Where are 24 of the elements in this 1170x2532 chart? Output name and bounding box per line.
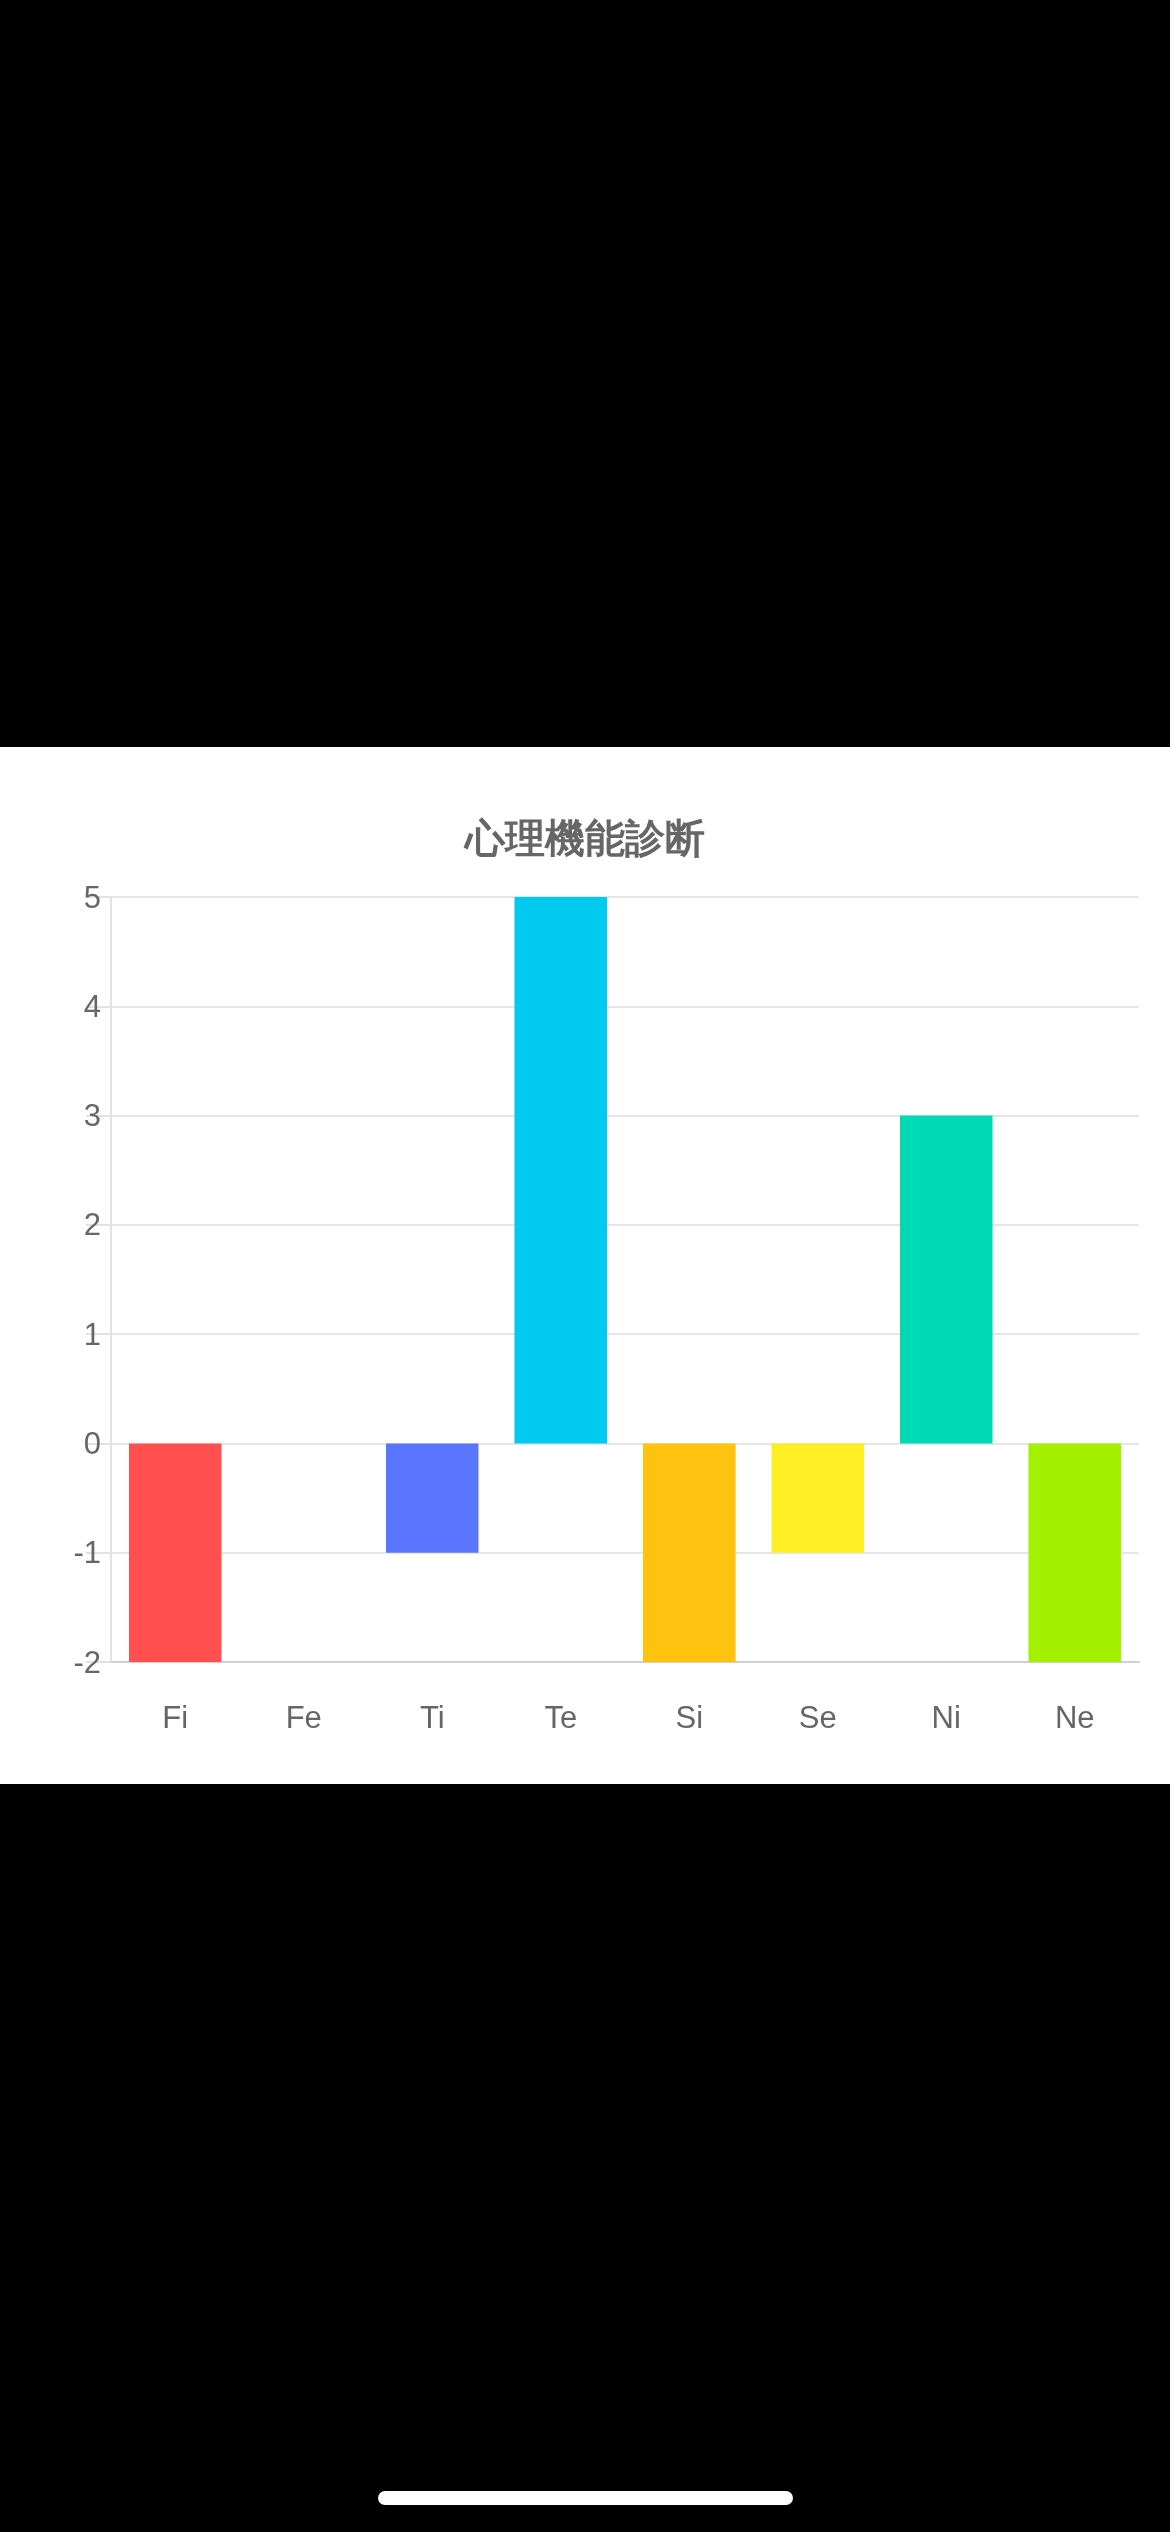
x-tick-label: Si [675,1700,704,1735]
x-tick-label: Ne [1054,1700,1095,1735]
bar [771,1443,865,1553]
bar [1028,1443,1122,1662]
y-tick-label: 2 [83,1207,101,1243]
y-tick-label: 4 [83,988,101,1024]
bar [899,1115,993,1444]
y-tick-label: -2 [73,1644,101,1680]
y-tick-label: 5 [83,879,101,915]
x-tick-label: Ni [931,1700,961,1735]
y-tick-label: 0 [83,1425,101,1461]
y-tick-label: 3 [83,1098,101,1134]
bar [514,897,608,1444]
bar [128,1443,222,1662]
x-tick-label: Fe [285,1700,322,1735]
y-tick-label: -1 [73,1535,101,1571]
x-tick-label: Te [544,1700,578,1735]
y-tick-label: 1 [83,1316,101,1352]
bar [385,1443,479,1553]
x-tick-label: Se [798,1700,837,1735]
bar [642,1443,736,1662]
x-tick-label: Ti [419,1700,445,1735]
chart-title: 心理機能診断 [463,816,705,860]
x-tick-label: Fi [162,1700,189,1735]
